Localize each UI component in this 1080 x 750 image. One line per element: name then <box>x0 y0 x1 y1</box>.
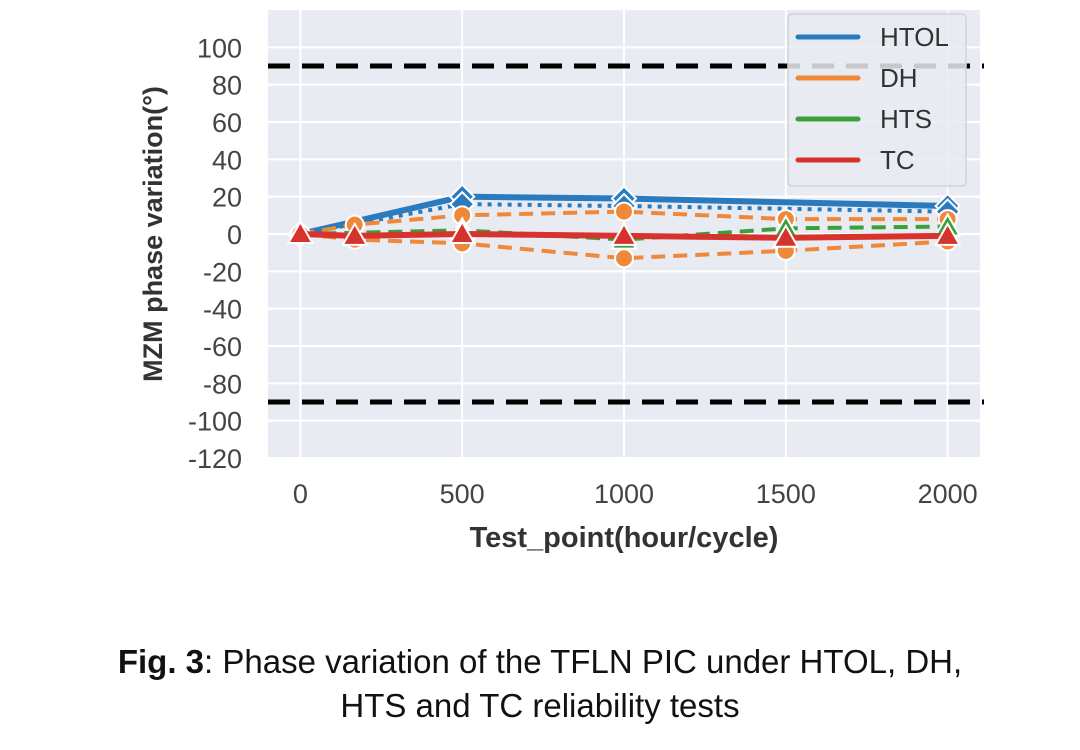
y-tick-label: -20 <box>203 257 242 287</box>
figure-caption: Fig. 3: Phase variation of the TFLN PIC … <box>0 640 1080 728</box>
x-axis-label: Test_point(hour/cycle) <box>470 522 779 554</box>
phase-variation-chart: 100 80 60 40 20 0 -20 -40 -60 -80 -100 -120 0 500 100… <box>138 10 984 554</box>
series-line <box>300 202 948 236</box>
legend-box <box>787 13 967 187</box>
legend-label: TC <box>880 145 915 175</box>
y-axis-label: MZM phase variation(°) <box>138 86 168 382</box>
y-tick-label: -60 <box>203 332 242 362</box>
caption-line-2: HTS and TC reliability tests <box>340 687 740 724</box>
series-line <box>300 231 948 241</box>
series-line <box>299 193 948 237</box>
legend-label: HTS <box>880 104 932 134</box>
y-tick-labels: 100 80 60 40 20 0 -20 -40 -60 -80 -100 -120 <box>188 33 242 474</box>
data-point <box>341 221 369 246</box>
data-point <box>448 219 476 244</box>
caption-text: : Phase variation of the TFLN PIC under … <box>204 643 963 680</box>
x-tick-label: 2000 <box>918 479 978 509</box>
y-tick-label: 40 <box>212 145 242 175</box>
legend: HTOL DH HTS TC <box>787 13 967 187</box>
data-point <box>614 201 634 222</box>
y-tick-label: -100 <box>188 407 242 437</box>
x-tick-label: 0 <box>293 479 308 509</box>
y-tick-label: 80 <box>212 71 242 101</box>
data-point <box>614 248 634 269</box>
caption-label: Fig. 3 <box>117 643 205 680</box>
y-tick-label: -80 <box>203 369 242 399</box>
legend-label: HTOL <box>880 22 949 52</box>
y-tick-label: 100 <box>197 33 242 63</box>
data-point <box>610 221 638 246</box>
y-tick-label: 60 <box>212 108 242 138</box>
data-point <box>772 223 800 248</box>
x-tick-labels: 0 500 1000 1500 2000 <box>293 479 978 509</box>
legend-label: DH <box>880 63 918 93</box>
y-tick-label: 20 <box>212 183 242 213</box>
x-tick-label: 1500 <box>756 479 816 509</box>
y-tick-label: -40 <box>203 295 242 325</box>
data-point <box>286 219 315 244</box>
y-tick-label: -120 <box>188 444 242 474</box>
series-line <box>300 224 948 242</box>
y-tick-label: 0 <box>227 220 242 250</box>
data-point <box>933 221 962 246</box>
x-tick-label: 500 <box>440 479 485 509</box>
x-tick-label: 1000 <box>594 479 654 509</box>
data-series <box>286 183 962 269</box>
